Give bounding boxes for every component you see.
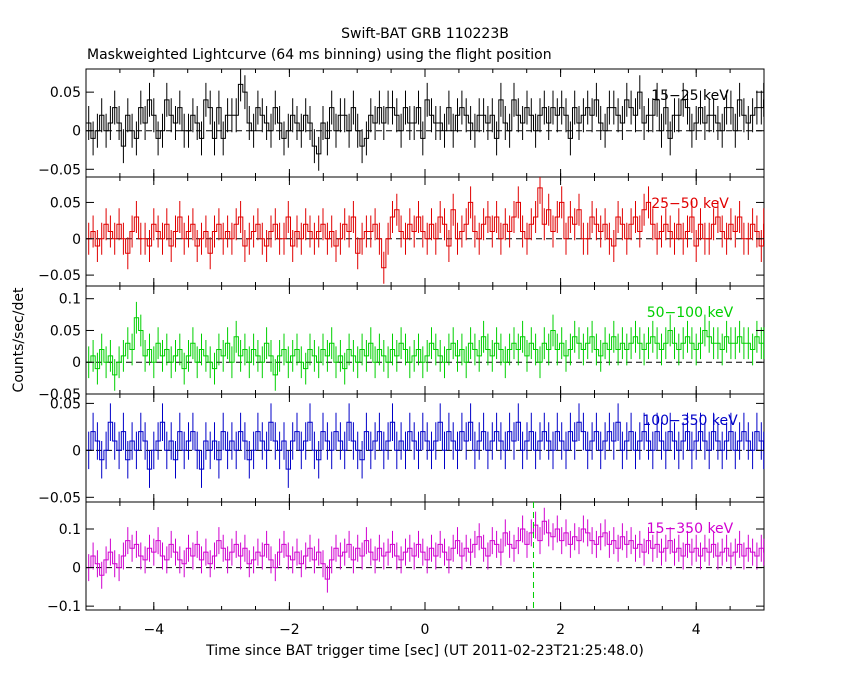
x-tick-label: −2: [279, 622, 300, 638]
series-line: [86, 421, 764, 470]
panel-4: −0.05 0 0.05 100−350 keV: [38, 393, 765, 506]
x-axis-label: Time since BAT trigger time [sec] (UT 20…: [205, 643, 644, 659]
band-label: 15−25 keV: [651, 88, 729, 104]
series-line: [86, 520, 764, 580]
chart-subtitle: Maskweighted Lightcurve (64 ms binning) …: [87, 47, 552, 63]
y-tick-label: 0: [72, 561, 81, 577]
band-label: 15−350 keV: [647, 521, 734, 537]
panel-2: −0.05 0 0.05 25−50 keV: [38, 176, 765, 287]
series-error-bars: [88, 177, 765, 284]
y-tick-label: −0.05: [38, 268, 81, 284]
band-label: 100−350 keV: [642, 413, 738, 429]
panel-3: −0.05 0 0.05 0.1 50−100 keV: [38, 285, 765, 403]
y-tick-label: 0.05: [50, 396, 81, 412]
series-error-bars: [88, 69, 765, 171]
y-tick-label: 0.1: [59, 522, 81, 538]
y-axis-label: Counts/sec/det: [11, 287, 27, 392]
series-line: [86, 83, 764, 155]
x-tick-label: −4: [143, 622, 164, 638]
y-tick-label: −0.05: [38, 162, 81, 178]
panel-5: −0.1 0 0.1 15−350 keV: [47, 501, 765, 615]
y-tick-label: 0.05: [50, 195, 81, 211]
panel-frame: [85, 393, 765, 503]
x-tick-label: 2: [556, 622, 565, 638]
y-tick-label: −0.05: [38, 387, 81, 403]
panel-frame: [85, 285, 765, 395]
y-tick-label: 0: [72, 124, 81, 140]
band-label: 25−50 keV: [651, 196, 729, 212]
band-label: 50−100 keV: [647, 305, 734, 321]
panel-1: −0.05 0 0.05 15−25 keV: [38, 68, 765, 178]
y-tick-label: 0.05: [50, 85, 81, 101]
y-tick-label: 0: [72, 355, 81, 371]
x-tick-label: 4: [692, 622, 701, 638]
y-tick-label: −0.1: [47, 599, 81, 615]
y-tick-label: 0: [72, 232, 81, 248]
series-line: [86, 317, 764, 376]
y-tick-label: 0: [72, 443, 81, 459]
y-tick-label: 0.05: [50, 323, 81, 339]
chart-title: Swift-BAT GRB 110223B: [341, 26, 509, 42]
y-tick-label: −0.05: [38, 490, 81, 506]
y-tick-label: 0.1: [59, 292, 81, 308]
x-tick-label: 0: [421, 622, 430, 638]
series-line: [86, 187, 764, 269]
